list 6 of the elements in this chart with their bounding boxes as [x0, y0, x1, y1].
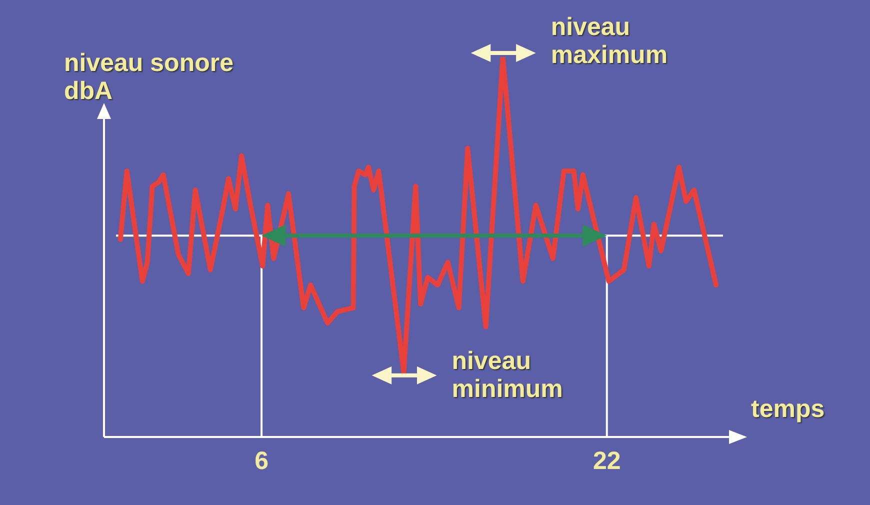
x-tick-label: 6	[254, 446, 269, 475]
annotation: niveau maximum	[550, 13, 669, 69]
x-axis-title: temps	[751, 395, 825, 423]
x-tick-label: 22	[592, 446, 621, 475]
annotation: niveau minimum	[452, 347, 564, 404]
y-axis-title: niveau sonore dbA	[64, 49, 234, 105]
